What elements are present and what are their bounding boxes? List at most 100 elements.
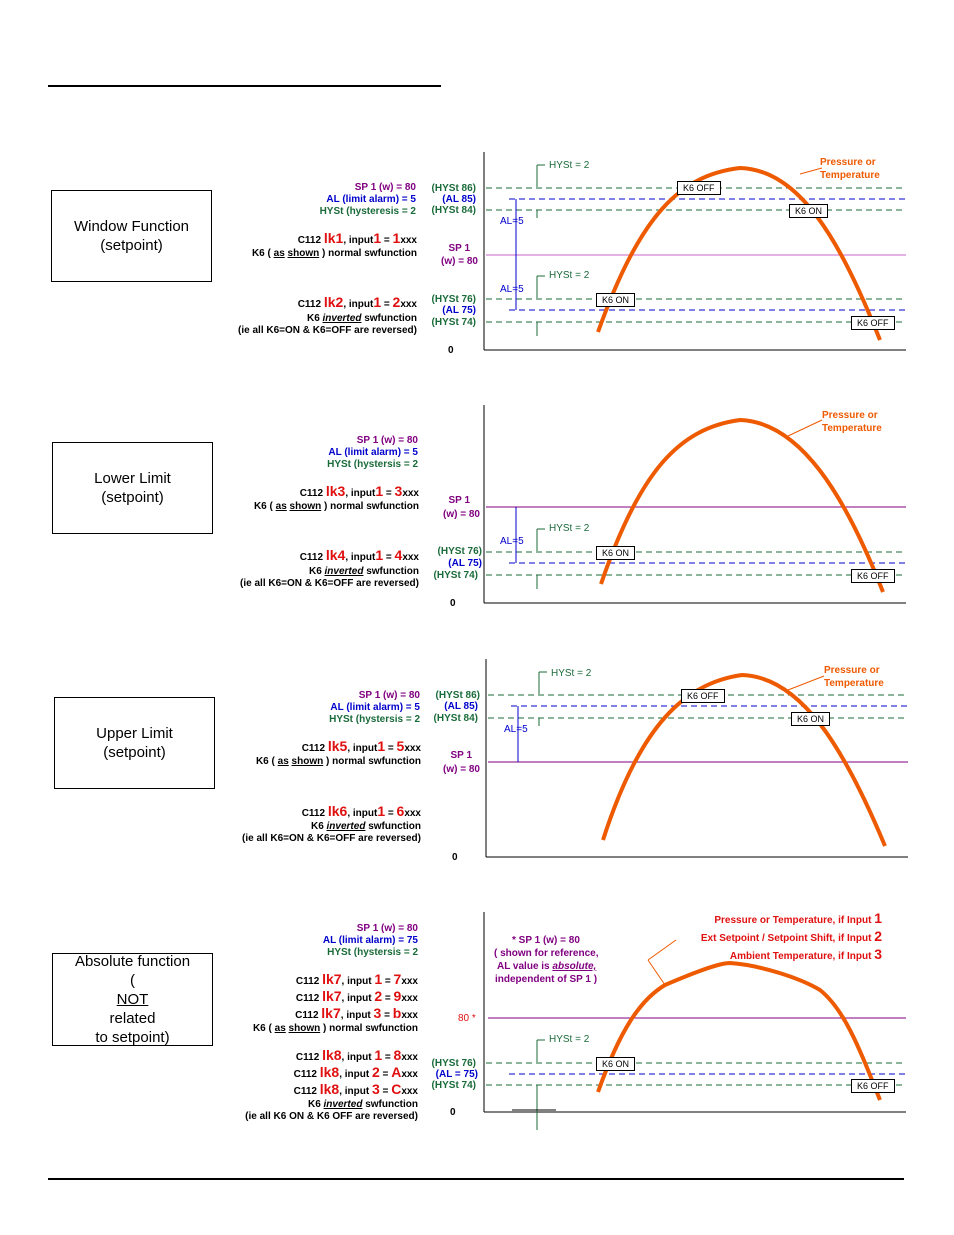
- param-hyst: HYSt (hystersis = 2: [329, 714, 420, 725]
- k6-off-tag: K6 OFF: [851, 569, 895, 583]
- k6-on-tag: K6 ON: [791, 712, 831, 726]
- level-al-75: (AL = 75): [435, 1069, 478, 1080]
- lk-line-a: C112 lk1, input1 = 1xxx: [297, 230, 417, 246]
- al-label: AL=5: [500, 536, 524, 547]
- sw-line-b: K6 inverted swfunction: [307, 1099, 418, 1110]
- param-al: AL (limit alarm) = 5: [326, 194, 416, 205]
- sp-label: SP 1: [448, 495, 471, 506]
- ref-sp: * SP 1 (w) = 80: [512, 935, 580, 946]
- param-sp: SP 1 (w) = 80: [358, 690, 420, 701]
- ref-note-2: AL value is absolute,: [497, 961, 597, 972]
- level-hyst-74: (HYSt 74): [431, 1080, 476, 1091]
- lk7-line-1: C112 lk7, input 1 = 7xxx: [295, 971, 418, 987]
- k6-off-tag-2: K6 OFF: [851, 316, 895, 330]
- level-hyst-74: (HYSt 74): [433, 570, 478, 581]
- axis-zero: 0: [448, 345, 454, 356]
- level-al-75: (AL 75): [442, 305, 476, 316]
- param-al: AL (limit alarm) = 5: [328, 447, 418, 458]
- lk-line-b: C112 lk4, input1 = 4xxx: [299, 547, 419, 563]
- curve-label-1: Pressure or: [820, 157, 876, 168]
- sp-value: (w) = 80: [441, 256, 478, 267]
- al-label: AL=5: [500, 216, 524, 227]
- header-rule: [48, 85, 441, 87]
- axis-zero: 0: [450, 1107, 456, 1118]
- level-al-75: (AL 75): [448, 558, 482, 569]
- param-sp: SP 1 (w) = 80: [356, 923, 418, 934]
- sw-line-b: K6 inverted swfunction: [306, 313, 417, 324]
- level-al-85: (AL 85): [442, 194, 476, 205]
- sw-line-a: K6 ( as shown ) normal swfunction: [253, 501, 419, 512]
- param-sp: SP 1 (w) = 80: [354, 182, 416, 193]
- box-title: Upper Limit: [96, 725, 173, 742]
- upper-limit-box: Upper Limit (setpoint): [54, 697, 215, 789]
- reversed-note: (ie all K6=ON & K6=OFF are reversed): [242, 833, 421, 844]
- level-hyst-76: (HYSt 76): [431, 1058, 476, 1069]
- lk-line-a: C112 lk5, input1 = 5xxx: [301, 738, 421, 754]
- box-title: Window Function: [73, 218, 190, 235]
- axis-zero: 0: [452, 852, 458, 863]
- param-hyst: HYSt (hysteresis = 2: [319, 206, 416, 217]
- hyst-label: HYSt = 2: [551, 668, 592, 679]
- param-sp: SP 1 (w) = 80: [356, 435, 418, 446]
- lk8-line-2: C112 lk8, input 2 = Axxx: [293, 1064, 418, 1080]
- curve-label-1: Pressure or: [824, 665, 880, 676]
- k6-on-tag: K6 ON: [596, 546, 636, 560]
- ref-note-1: ( shown for reference,: [494, 948, 599, 959]
- box-subtitle: (setpoint): [100, 237, 163, 254]
- lk8-line-1: C112 lk8, input 1 = 8xxx: [295, 1047, 418, 1063]
- reversed-note: (ie all K6=ON & K6=OFF are reversed): [238, 325, 417, 336]
- sp-value: (w) = 80: [443, 509, 480, 520]
- reversed-note: (ie all K6=ON & K6=OFF are reversed): [240, 578, 419, 589]
- curve-label-2: Temperature: [822, 423, 882, 434]
- input-3-label: Ambient Temperature, if Input 3: [729, 946, 882, 962]
- k6-off-tag: K6 OFF: [681, 689, 725, 703]
- hyst-label: HYSt = 2: [549, 1034, 590, 1045]
- footer-rule: [48, 1178, 904, 1180]
- curve-label-2: Temperature: [820, 170, 880, 181]
- curve-label-1: Pressure or: [822, 410, 878, 421]
- sw-line-a: K6 ( as shown ) normal swfunction: [255, 756, 421, 767]
- k6-off-tag: K6 OFF: [677, 181, 721, 195]
- axis-zero: 0: [450, 598, 456, 609]
- box-title: Lower Limit: [94, 470, 171, 487]
- level-hyst-84: (HYSt 84): [431, 205, 476, 216]
- k6-on-tag-2: K6 ON: [596, 293, 636, 307]
- box-subtitle: (NOT related: [109, 972, 156, 1027]
- level-hyst-74: (HYSt 74): [431, 317, 476, 328]
- level-hyst-86: (HYSt 86): [431, 183, 476, 194]
- level-hyst-76: (HYSt 76): [437, 546, 482, 557]
- lk8-line-3: C112 lk8, input 3 = Cxxx: [293, 1081, 418, 1097]
- input-2-label: Ext Setpoint / Setpoint Shift, if Input …: [700, 928, 882, 944]
- sw-line-a: K6 ( as shown ) normal swfunction: [251, 248, 417, 259]
- param-hyst: HYSt (hystersis = 2: [327, 947, 418, 958]
- param-al: AL (limit alarm) = 5: [330, 702, 420, 713]
- hyst-label: HYSt = 2: [549, 160, 590, 171]
- eighty-label: 80 *: [458, 1013, 476, 1024]
- param-al: AL (limit alarm) = 75: [322, 935, 418, 946]
- box-title: Absolute function: [74, 953, 191, 970]
- window-function-box: Window Function (setpoint): [51, 190, 212, 282]
- input-1-label: Pressure or Temperature, if Input 1: [714, 910, 882, 926]
- k6-off-tag: K6 OFF: [851, 1079, 895, 1093]
- sp-label: SP 1: [450, 750, 473, 761]
- lk-line-a: C112 lk3, input1 = 3xxx: [299, 483, 419, 499]
- sw-line-b: K6 inverted swfunction: [310, 821, 421, 832]
- lk-line-b: C112 lk2, input1 = 2xxx: [297, 294, 417, 310]
- lk7-line-3: C112 lk7, input 3 = bxxx: [295, 1005, 418, 1021]
- al-label-2: AL=5: [500, 284, 524, 295]
- hyst-label-2: HYSt = 2: [549, 270, 590, 281]
- box-subtitle: (setpoint): [101, 489, 164, 506]
- sp-label: SP 1: [448, 243, 471, 254]
- reversed-note: (ie all K6 ON & K6 OFF are reversed): [245, 1111, 418, 1122]
- al-label: AL=5: [504, 724, 528, 735]
- lower-limit-box: Lower Limit (setpoint): [52, 442, 213, 534]
- hyst-label: HYSt = 2: [549, 523, 590, 534]
- lk-line-b: C112 lk6, input1 = 6xxx: [301, 803, 421, 819]
- lk7-line-2: C112 lk7, input 2 = 9xxx: [295, 988, 418, 1004]
- level-hyst-84: (HYSt 84): [433, 713, 478, 724]
- k6-on-tag: K6 ON: [596, 1057, 636, 1071]
- level-hyst-86: (HYSt 86): [435, 690, 480, 701]
- level-al-85: (AL 85): [444, 701, 478, 712]
